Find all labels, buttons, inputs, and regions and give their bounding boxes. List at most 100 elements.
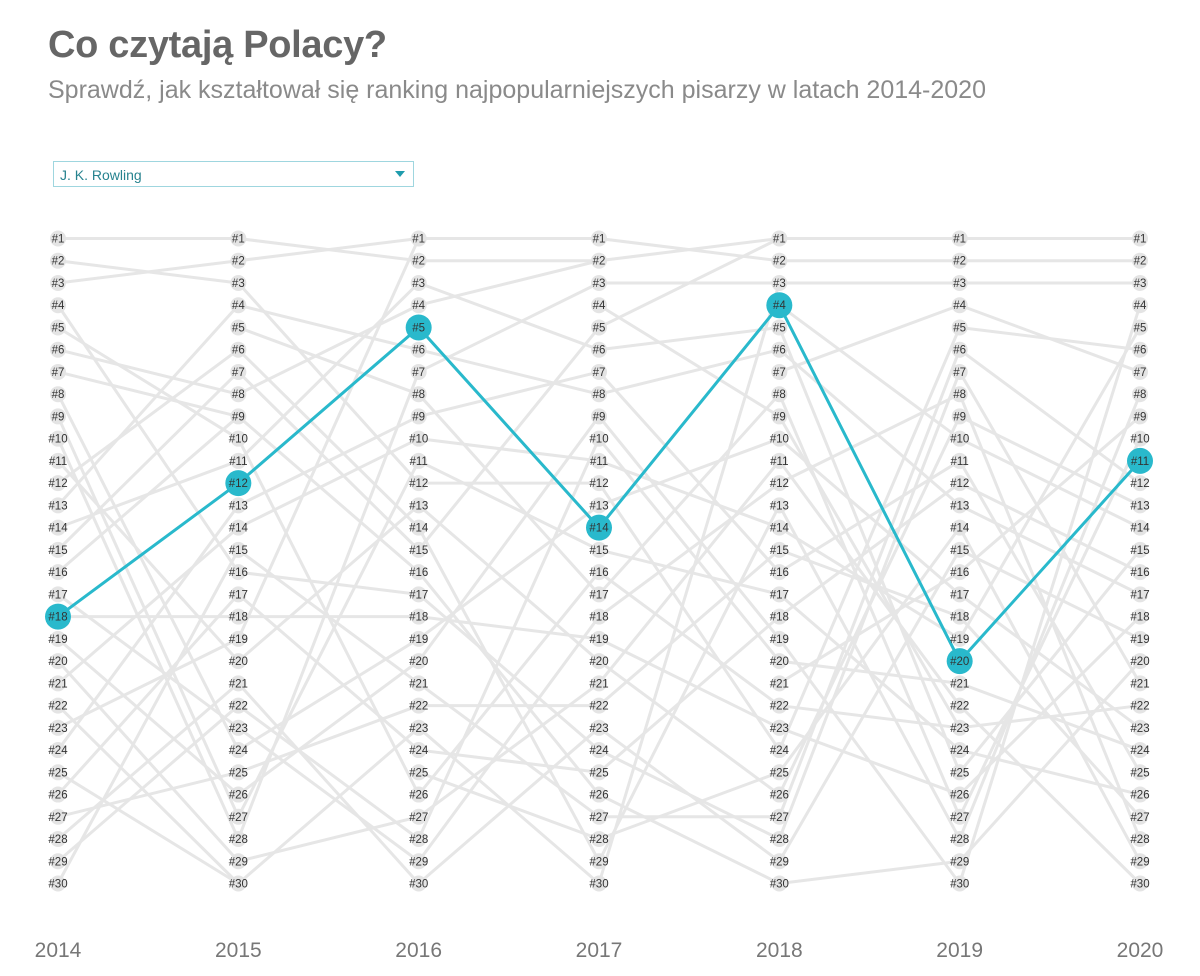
rank-node[interactable] bbox=[771, 363, 788, 380]
rank-node[interactable] bbox=[771, 697, 788, 714]
rank-node[interactable] bbox=[50, 541, 66, 558]
rank-node[interactable] bbox=[951, 831, 968, 848]
rank-node[interactable] bbox=[1132, 853, 1148, 870]
rank-node[interactable] bbox=[410, 230, 427, 247]
rank-node[interactable] bbox=[771, 408, 788, 425]
rank-node[interactable] bbox=[1132, 541, 1148, 558]
rank-node[interactable] bbox=[591, 630, 607, 647]
rank-node[interactable] bbox=[771, 630, 788, 647]
rank-node[interactable] bbox=[771, 719, 788, 736]
rank-node[interactable] bbox=[1132, 408, 1148, 425]
rank-node[interactable] bbox=[951, 475, 968, 492]
rank-node[interactable] bbox=[951, 408, 968, 425]
rank-node[interactable] bbox=[591, 742, 607, 759]
rank-node[interactable] bbox=[50, 742, 66, 759]
rank-node[interactable] bbox=[1132, 386, 1148, 403]
rank-node[interactable] bbox=[50, 853, 66, 870]
rank-node[interactable] bbox=[50, 519, 66, 536]
rank-node[interactable] bbox=[1132, 430, 1148, 447]
rank-node[interactable] bbox=[771, 319, 788, 336]
rank-node[interactable] bbox=[771, 608, 788, 625]
rank-node[interactable] bbox=[50, 363, 66, 380]
rank-node[interactable] bbox=[771, 653, 788, 670]
chevron-down-icon[interactable] bbox=[395, 171, 405, 177]
highlight-node[interactable] bbox=[586, 514, 612, 541]
rank-node[interactable] bbox=[591, 786, 607, 803]
rank-node[interactable] bbox=[771, 564, 788, 581]
rank-node[interactable] bbox=[50, 831, 66, 848]
rank-node[interactable] bbox=[951, 742, 968, 759]
rank-node[interactable] bbox=[591, 564, 607, 581]
rank-node[interactable] bbox=[771, 252, 788, 269]
rank-node[interactable] bbox=[50, 297, 66, 314]
rank-node[interactable] bbox=[591, 697, 607, 714]
rank-node[interactable] bbox=[771, 742, 788, 759]
rank-node[interactable] bbox=[591, 430, 607, 447]
rank-node[interactable] bbox=[591, 252, 607, 269]
rank-node[interactable] bbox=[951, 586, 968, 603]
rank-node[interactable] bbox=[230, 230, 247, 247]
rank-node[interactable] bbox=[1132, 341, 1148, 358]
rank-node[interactable] bbox=[50, 252, 66, 269]
rank-node[interactable] bbox=[591, 808, 607, 825]
rank-node[interactable] bbox=[951, 675, 968, 692]
rank-node[interactable] bbox=[230, 452, 247, 469]
rank-node[interactable] bbox=[230, 608, 247, 625]
rank-node[interactable] bbox=[50, 475, 66, 492]
rank-node[interactable] bbox=[1132, 319, 1148, 336]
rank-node[interactable] bbox=[1132, 697, 1148, 714]
rank-node[interactable] bbox=[951, 564, 968, 581]
highlight-node[interactable] bbox=[225, 470, 252, 497]
rank-node[interactable] bbox=[410, 675, 427, 692]
highlight-node[interactable] bbox=[946, 648, 973, 675]
rank-node[interactable] bbox=[771, 452, 788, 469]
rank-node[interactable] bbox=[1132, 786, 1148, 803]
rank-node[interactable] bbox=[230, 497, 247, 514]
rank-node[interactable] bbox=[1132, 875, 1148, 892]
rank-node[interactable] bbox=[410, 564, 427, 581]
rank-node[interactable] bbox=[771, 808, 788, 825]
rank-node[interactable] bbox=[591, 853, 607, 870]
rank-node[interactable] bbox=[951, 341, 968, 358]
rank-node[interactable] bbox=[771, 274, 788, 291]
rank-node[interactable] bbox=[230, 786, 247, 803]
rank-node[interactable] bbox=[230, 564, 247, 581]
rank-node[interactable] bbox=[230, 742, 247, 759]
rank-node[interactable] bbox=[50, 452, 66, 469]
rank-node[interactable] bbox=[591, 875, 607, 892]
rank-node[interactable] bbox=[951, 719, 968, 736]
rank-node[interactable] bbox=[230, 697, 247, 714]
rank-node[interactable] bbox=[951, 230, 968, 247]
rank-node[interactable] bbox=[1132, 230, 1148, 247]
rank-node[interactable] bbox=[410, 408, 427, 425]
rank-node[interactable] bbox=[230, 430, 247, 447]
rank-node[interactable] bbox=[50, 586, 66, 603]
rank-node[interactable] bbox=[591, 452, 607, 469]
rank-node[interactable] bbox=[230, 875, 247, 892]
rank-node[interactable] bbox=[410, 274, 427, 291]
rank-node[interactable] bbox=[591, 341, 607, 358]
rank-node[interactable] bbox=[951, 297, 968, 314]
rank-node[interactable] bbox=[951, 252, 968, 269]
rank-node[interactable] bbox=[951, 764, 968, 781]
rank-node[interactable] bbox=[591, 475, 607, 492]
rank-node[interactable] bbox=[591, 497, 607, 514]
rank-node[interactable] bbox=[230, 341, 247, 358]
rank-node[interactable] bbox=[50, 319, 66, 336]
rank-node[interactable] bbox=[50, 274, 66, 291]
rank-node[interactable] bbox=[230, 274, 247, 291]
rank-node[interactable] bbox=[50, 430, 66, 447]
rank-node[interactable] bbox=[410, 853, 427, 870]
rank-node[interactable] bbox=[771, 430, 788, 447]
rank-node[interactable] bbox=[50, 764, 66, 781]
rank-node[interactable] bbox=[410, 252, 427, 269]
rank-node[interactable] bbox=[50, 630, 66, 647]
rank-node[interactable] bbox=[230, 653, 247, 670]
rank-node[interactable] bbox=[50, 230, 66, 247]
rank-node[interactable] bbox=[50, 786, 66, 803]
rank-node[interactable] bbox=[230, 363, 247, 380]
rank-node[interactable] bbox=[50, 675, 66, 692]
rank-node[interactable] bbox=[951, 808, 968, 825]
rank-node[interactable] bbox=[410, 386, 427, 403]
rank-node[interactable] bbox=[410, 363, 427, 380]
